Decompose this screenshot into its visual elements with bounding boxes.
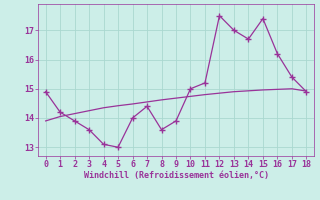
X-axis label: Windchill (Refroidissement éolien,°C): Windchill (Refroidissement éolien,°C): [84, 171, 268, 180]
